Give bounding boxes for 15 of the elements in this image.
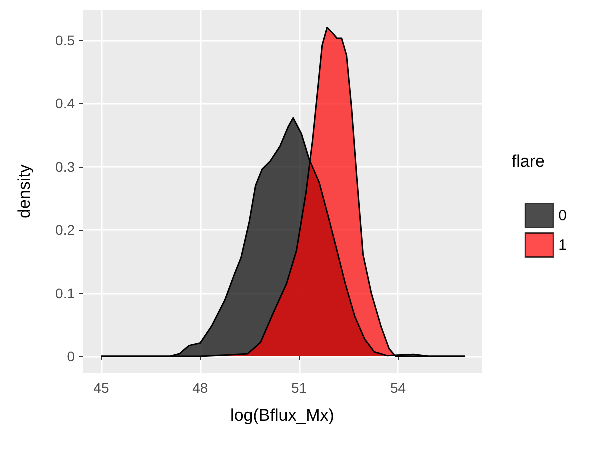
x-tick-label: 48: [192, 380, 208, 396]
legend-label: 0: [558, 207, 567, 224]
legend-label: 1: [558, 236, 567, 254]
x-tick-label: 51: [292, 380, 308, 396]
x-axis-title: log(Bflux_Mx): [230, 406, 334, 425]
x-tick-label: 45: [94, 380, 110, 396]
y-tick-label: 0.3: [56, 158, 76, 175]
y-tick-label: 0.2: [56, 222, 76, 238]
legend-title: flare: [512, 152, 546, 171]
x-tick-label: 54: [390, 380, 406, 396]
y-tick-label: 0.1: [56, 285, 76, 302]
y-axis-title: density: [15, 164, 34, 218]
y-tick-label: 0.5: [56, 32, 76, 48]
y-tick-label: 0.4: [56, 96, 76, 112]
y-tick-label: 0: [67, 348, 76, 365]
